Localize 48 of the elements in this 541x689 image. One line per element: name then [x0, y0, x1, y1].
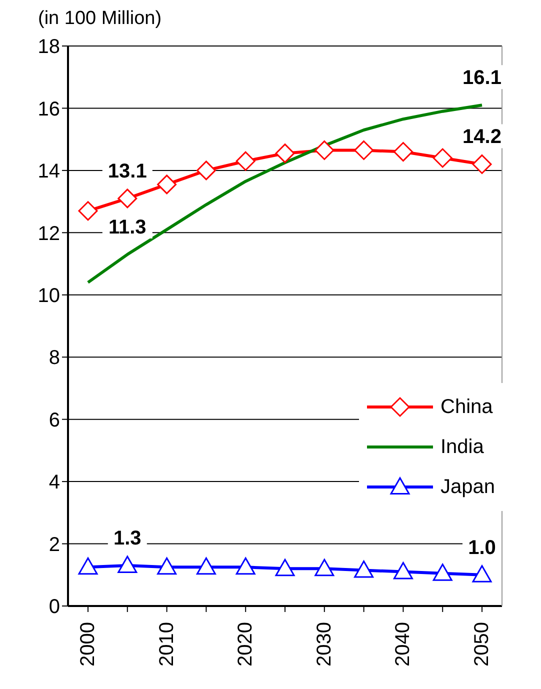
x-tick-label: 2020 — [234, 622, 257, 666]
y-tick-label: 16 — [38, 98, 60, 120]
point — [157, 174, 177, 194]
point — [78, 201, 98, 221]
point — [472, 154, 492, 174]
y-tick-label: 18 — [38, 36, 60, 58]
data-label: 11.3 — [108, 216, 146, 238]
point — [393, 142, 413, 162]
point — [275, 144, 295, 164]
x-tick-label: 2050 — [471, 622, 493, 666]
point — [196, 557, 216, 575]
legend-label: Japan — [440, 476, 495, 498]
data-label: 16.1 — [462, 67, 502, 90]
point — [118, 556, 138, 574]
y-tick-label: 12 — [38, 222, 60, 245]
y-tick-label: 6 — [48, 409, 60, 432]
y-tick-label: 0 — [48, 596, 60, 618]
legend-label: India — [440, 436, 484, 458]
point — [196, 160, 216, 180]
point — [354, 140, 374, 160]
data-label: 1.0 — [468, 536, 496, 559]
y-tick-label: 10 — [38, 284, 60, 307]
point — [393, 562, 413, 580]
y-axis-title: (in 100 Million) — [38, 8, 162, 30]
point — [275, 558, 295, 576]
point — [432, 148, 452, 168]
y-tick-label: 14 — [38, 160, 60, 183]
x-tick-label: 2000 — [77, 622, 99, 666]
data-label: 14.2 — [462, 126, 502, 148]
y-tick-label: 4 — [48, 472, 60, 494]
point — [472, 565, 492, 582]
point — [236, 151, 256, 171]
y-tick-label: 8 — [48, 347, 60, 370]
x-tick-label: 2040 — [392, 622, 414, 666]
point — [78, 557, 98, 575]
legend-label: China — [440, 396, 493, 418]
data-label: 13.1 — [108, 160, 147, 182]
point — [314, 140, 334, 160]
x-tick-label: 2010 — [156, 622, 178, 666]
point — [432, 564, 452, 581]
point — [236, 557, 256, 575]
data-label: 1.3 — [113, 528, 142, 550]
point — [118, 188, 138, 208]
point — [314, 558, 334, 576]
point — [354, 560, 374, 578]
point — [157, 557, 177, 575]
x-tick-label: 2030 — [313, 622, 336, 666]
y-tick-label: 2 — [48, 534, 60, 556]
